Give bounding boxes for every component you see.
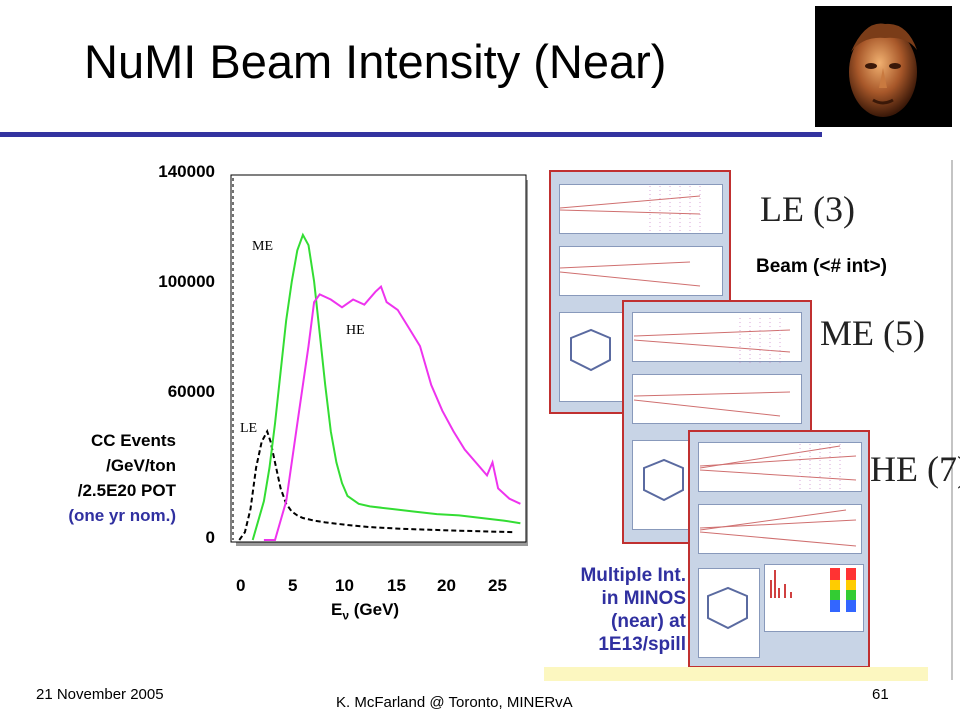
footer-date: 21 November 2005 (36, 686, 164, 703)
series-label-le: LE (240, 421, 257, 436)
y-tick-label: 100000 (158, 272, 215, 291)
footer-center: K. McFarland @ Toronto, MINERvA (336, 694, 573, 711)
x-tick-label: 10 (335, 576, 354, 595)
event-display-panel (688, 430, 870, 668)
x-tick-label: 5 (288, 576, 298, 595)
portrait-logo (815, 6, 952, 127)
beam-heading: Beam (<# int>) (756, 256, 887, 277)
series-line-me (251, 232, 521, 541)
series-label-he: HE (346, 323, 365, 338)
event-view-top (559, 184, 723, 234)
y-tick-label: 60000 (167, 382, 215, 401)
x-axis-label-sub: ν (342, 608, 350, 623)
caption-line: in MINOS (601, 588, 686, 609)
beam-label-me: ME (5) (820, 313, 925, 353)
x-axis-label-main: E (331, 600, 343, 619)
beam-label-le: LE (3) (760, 189, 855, 229)
x-axis-label: Eν (GeV) (331, 600, 399, 622)
series-line-he (263, 284, 521, 541)
y-axis-label-note: (one yr nom.) (68, 506, 176, 525)
y-tick-label: 0 (205, 528, 215, 547)
event-view-top (698, 442, 862, 492)
x-tick-label: 25 (488, 576, 507, 595)
x-axis-label-unit: (GeV) (349, 600, 400, 619)
x-tick-label: 15 (387, 576, 406, 595)
x-tick-label: 20 (437, 576, 456, 595)
y-axis-label-line: CC Events (90, 431, 176, 450)
y-axis-label-line: /GeV/ton (106, 456, 176, 475)
series-line-le (238, 428, 515, 541)
event-view-side (559, 246, 723, 296)
y-tick-label: 140000 (158, 162, 215, 181)
event-view-side (698, 504, 862, 554)
caption-line: (near) at (611, 611, 686, 632)
x-tick-label: 0 (236, 576, 246, 595)
y-axis-label: CC Events /GeV/ton /2.5E20 POT (one yr n… (10, 428, 176, 528)
caption-highlight (544, 667, 928, 681)
page-number: 61 (872, 686, 889, 703)
series-label-me: ME (252, 239, 273, 254)
beam-label-he: HE (7)( (870, 449, 960, 489)
multiple-interactions-caption: Multiple Int. in MINOS (near) at 1E13/sp… (520, 564, 686, 656)
chart-plot: LE ME HE (230, 174, 528, 546)
caption-line: 1E13/spill (598, 634, 686, 655)
caption-line: Multiple Int. (580, 565, 686, 586)
slide-title: NuMI Beam Intensity (Near) (84, 35, 667, 88)
y-axis-label-line: /2.5E20 POT (77, 481, 176, 500)
event-view-top (632, 312, 802, 362)
title-underline (0, 132, 822, 137)
